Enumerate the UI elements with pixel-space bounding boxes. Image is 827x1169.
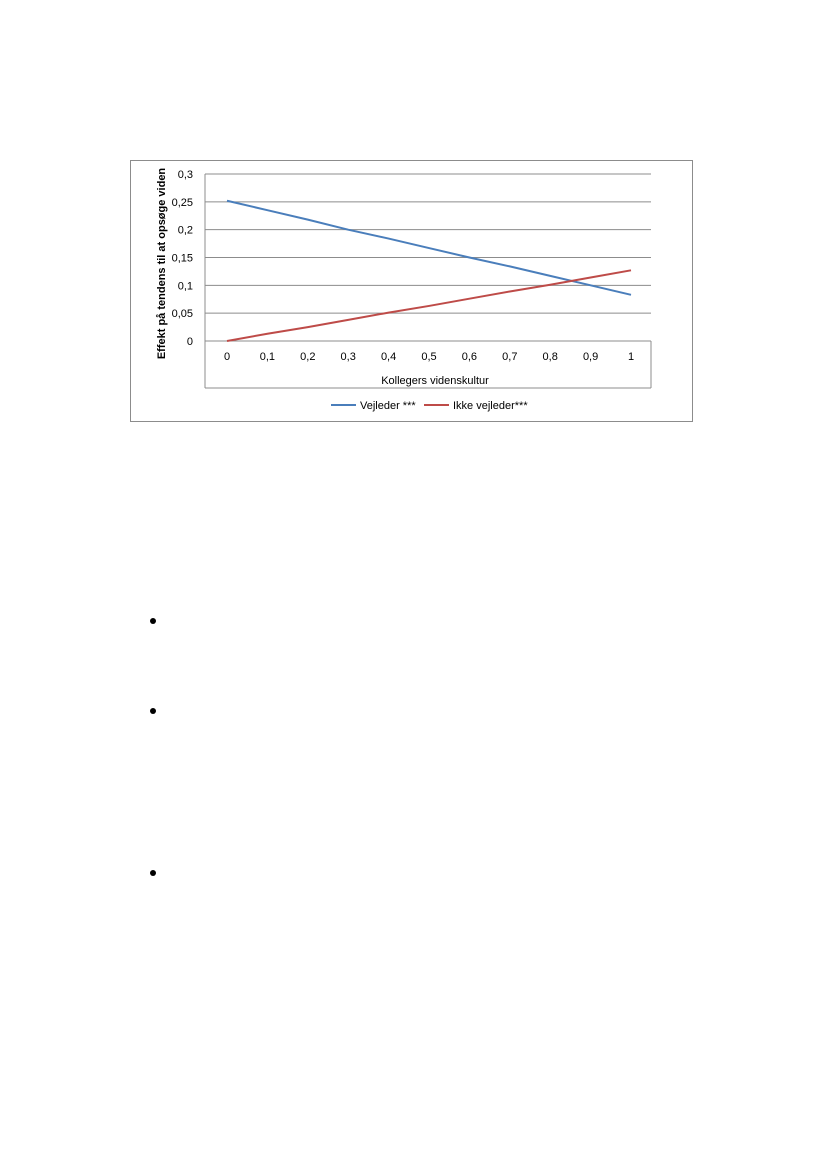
- y-tick-label: 0,1: [178, 280, 193, 292]
- x-tick-label: 0: [224, 351, 230, 363]
- x-tick-label: 0,1: [260, 351, 275, 363]
- y-tick-labels: 0 0,05 0,1 0,15 0,2 0,25 0,3: [172, 169, 193, 348]
- x-axis-title: Kollegers videnskultur: [381, 375, 489, 387]
- x-tick-label: 0,6: [462, 351, 477, 363]
- x-tick-label: 0,9: [583, 351, 598, 363]
- x-tick-label: 0,5: [421, 351, 436, 363]
- y-tick-label: 0,15: [172, 253, 193, 265]
- bullet-point: [150, 870, 156, 876]
- x-tick-label: 0,7: [502, 351, 517, 363]
- x-tick-label: 0,4: [381, 351, 396, 363]
- x-tick-label: 1: [628, 351, 634, 363]
- legend: Vejleder *** Ikke vejleder***: [331, 400, 528, 412]
- y-tick-label: 0,2: [178, 225, 193, 237]
- series-lines: [227, 201, 631, 341]
- x-tick-label: 0,8: [543, 351, 558, 363]
- y-tick-label: 0,3: [178, 169, 193, 181]
- x-tick-label: 0,2: [300, 351, 315, 363]
- line-chart: 00,050,10,150,20,250,3 0 0,1 0,2 0,3 0,4 0,5 0…: [131, 161, 694, 423]
- x-tick-label: 0,3: [341, 351, 356, 363]
- chart-frame: 0 0,05 0,1 0,15 0,2 0,25 0,3 0 0,1 0,2 0,3 0,4 0,5 0…: [130, 160, 693, 422]
- series-line: [227, 270, 631, 341]
- y-tick-label: 0,25: [172, 197, 193, 209]
- y-axis-title: Effekt på tendens til at opsøge viden: [156, 168, 168, 360]
- x-tick-labels: 0 0,1 0,2 0,3 0,4 0,5 0,6 0,7 0,8 0,9 1: [224, 351, 634, 363]
- legend-label: Ikke vejleder***: [453, 400, 528, 412]
- bullet-point: [150, 708, 156, 714]
- y-tick-label: 0,05: [172, 308, 193, 320]
- y-tick-label: 0: [187, 336, 193, 348]
- legend-label: Vejleder ***: [360, 400, 416, 412]
- bullet-point: [150, 618, 156, 624]
